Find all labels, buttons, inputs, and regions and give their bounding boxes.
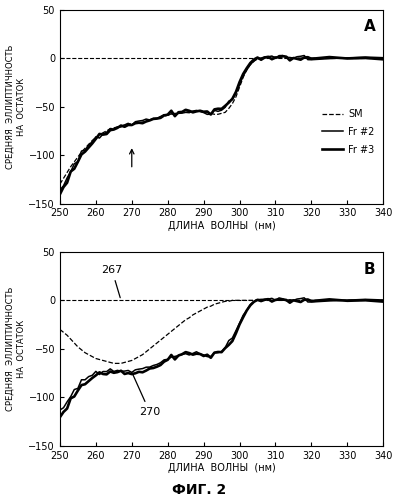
Text: 267: 267 xyxy=(101,265,123,298)
X-axis label: ДЛИНА  ВОЛНЫ  (нм): ДЛИНА ВОЛНЫ (нм) xyxy=(168,221,275,231)
Text: B: B xyxy=(364,261,375,276)
Y-axis label: СРЕДНЯЯ  ЭЛЛИПТИЧНОСТЬ
НА  ОСТАТОК: СРЕДНЯЯ ЭЛЛИПТИЧНОСТЬ НА ОСТАТОК xyxy=(6,286,25,411)
X-axis label: ДЛИНА  ВОЛНЫ  (нм): ДЛИНА ВОЛНЫ (нм) xyxy=(168,464,275,474)
Y-axis label: СРЕДНЯЯ  ЭЛЛИПТИЧНОСТЬ
НА  ОСТАТОК: СРЕДНЯЯ ЭЛЛИПТИЧНОСТЬ НА ОСТАТОК xyxy=(6,44,25,169)
Text: 270: 270 xyxy=(133,375,160,417)
Text: ФИГ. 2: ФИГ. 2 xyxy=(172,483,226,497)
Text: A: A xyxy=(364,19,376,34)
Legend: SM, Fr #2, Fr #3: SM, Fr #2, Fr #3 xyxy=(318,105,378,158)
